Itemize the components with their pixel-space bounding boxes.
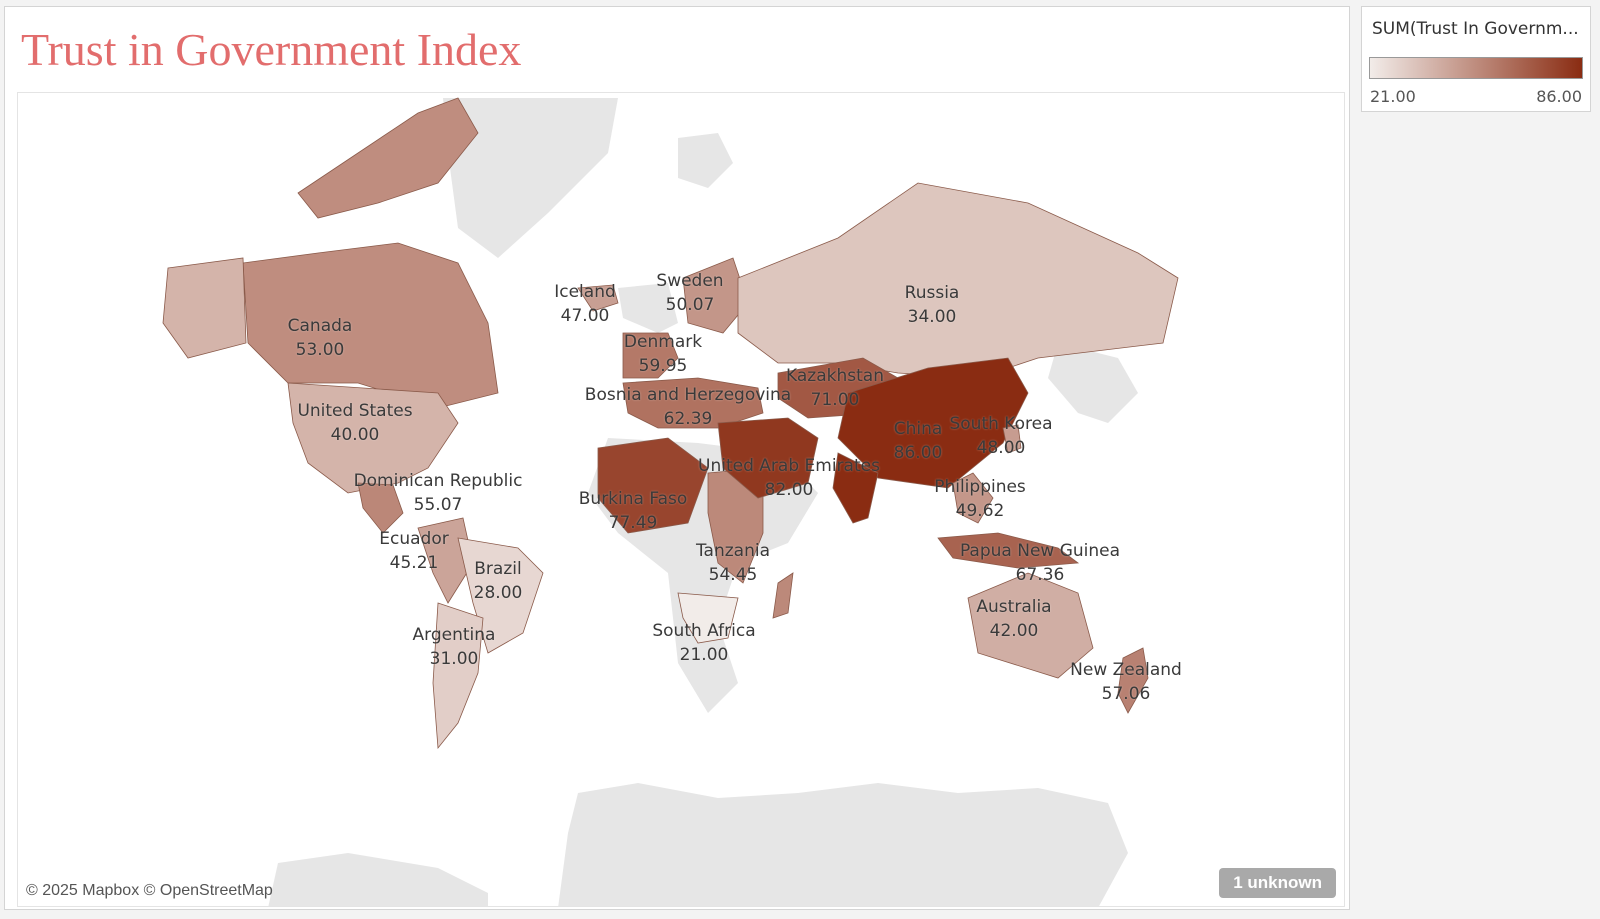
country-shape-china[interactable]: [832, 452, 879, 524]
country-shape-sweden[interactable]: [682, 257, 749, 334]
country-shape-tanzania[interactable]: [772, 572, 794, 619]
country-shape-philippines[interactable]: [952, 472, 994, 524]
country-layer[interactable]: [162, 97, 1179, 750]
country-shape-south-africa[interactable]: [677, 592, 739, 644]
country-shape-denmark[interactable]: [622, 332, 679, 379]
choropleth-map[interactable]: Canada 53.00 United States 40.00 Dominican R…: [17, 92, 1345, 907]
legend-color-ramp: [1369, 57, 1583, 79]
legend-max-label: 86.00: [1536, 87, 1582, 106]
page-title: Trust in Government Index: [21, 24, 522, 75]
no-data-land: [268, 853, 488, 906]
country-shape-australia[interactable]: [967, 572, 1094, 679]
dashboard-panel: Trust in Government Index Canada 53.00 Uni…: [4, 6, 1350, 910]
no-data-land: [443, 98, 618, 258]
country-shape-new-zealand[interactable]: [1117, 647, 1149, 714]
country-shape-papua-new-guinea[interactable]: [937, 532, 1080, 569]
no-data-land: [618, 283, 678, 333]
country-shape-canada[interactable]: [297, 97, 479, 219]
legend-title: SUM(Trust In Governm...: [1372, 19, 1579, 39]
country-shape-south-korea[interactable]: [1002, 424, 1022, 454]
country-shape-canada[interactable]: [242, 242, 499, 409]
country-shape-china[interactable]: [837, 357, 1029, 489]
country-shape-bosnia-and-herzegovina[interactable]: [622, 377, 764, 429]
country-shape-united-arab-emirates[interactable]: [717, 417, 819, 499]
country-shape-united-states[interactable]: [287, 382, 459, 494]
no-data-land: [1048, 343, 1138, 423]
map-canvas[interactable]: [18, 93, 1345, 907]
map-attribution[interactable]: © 2025 Mapbox © OpenStreetMap: [26, 882, 273, 899]
color-legend: SUM(Trust In Governm... 21.00 86.00: [1361, 6, 1591, 112]
unknown-indicator-button[interactable]: 1 unknown: [1219, 868, 1336, 898]
legend-min-label: 21.00: [1370, 87, 1416, 106]
country-shape-united-states[interactable]: [162, 257, 247, 359]
no-data-land: [678, 133, 733, 188]
country-shape-dominican-republic[interactable]: [357, 482, 404, 534]
country-shape-russia[interactable]: [737, 182, 1179, 379]
country-shape-burkina-faso[interactable]: [597, 437, 709, 534]
country-shape-argentina[interactable]: [432, 602, 484, 750]
no-data-land: [558, 783, 1128, 906]
country-shape-brazil[interactable]: [457, 537, 544, 654]
country-shape-iceland[interactable]: [577, 284, 619, 312]
